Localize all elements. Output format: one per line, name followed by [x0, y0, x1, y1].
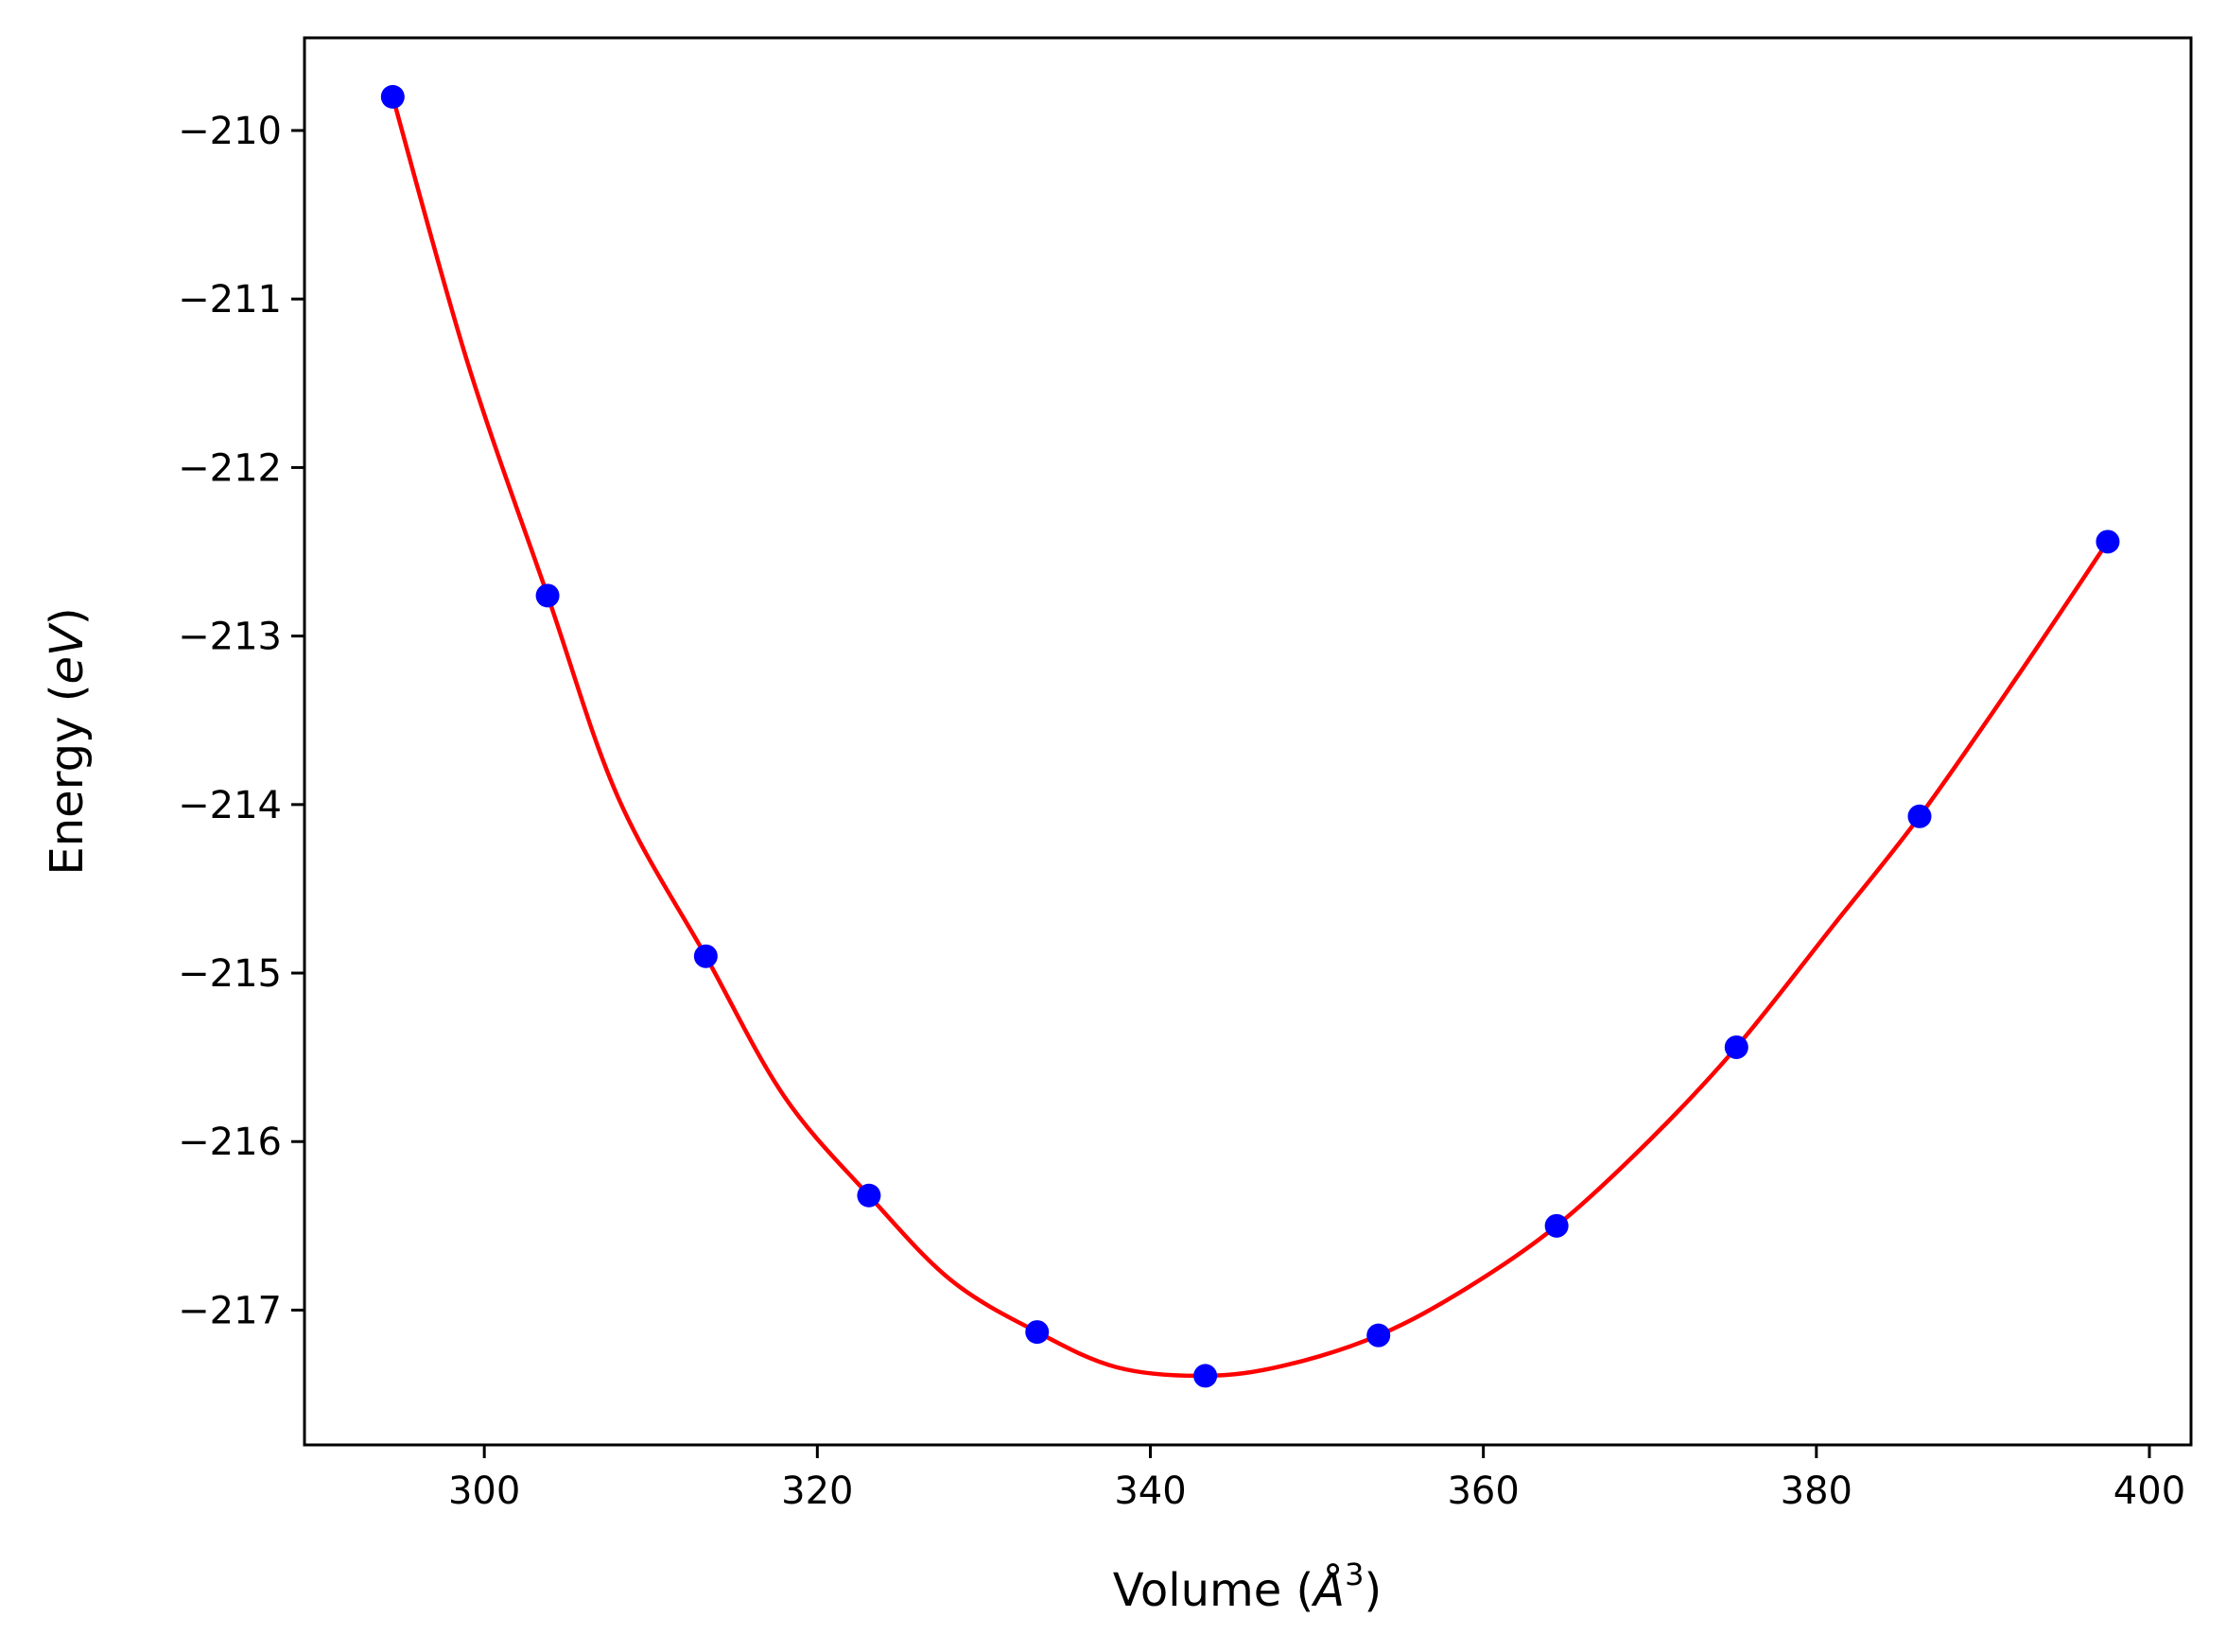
y-axis-label: Energy (eV)	[41, 607, 94, 875]
x-tick-label: 320	[781, 1469, 853, 1513]
data-point	[857, 1183, 881, 1208]
y-tick-label: −214	[178, 784, 282, 827]
data-point	[1025, 1320, 1050, 1345]
data-points-layer	[380, 84, 2120, 1388]
data-point	[1366, 1323, 1391, 1348]
data-point	[2096, 530, 2120, 554]
data-point	[1193, 1364, 1218, 1388]
y-axis-label-text: Energy (	[41, 685, 94, 876]
x-tick-label: 360	[1447, 1469, 1519, 1513]
y-tick-label: −217	[178, 1289, 282, 1332]
fit-curve	[391, 96, 2110, 1379]
y-tick-label: −215	[178, 952, 282, 996]
y-tick-label: −212	[178, 446, 282, 490]
data-point	[380, 84, 405, 109]
plot-frame	[303, 36, 2193, 1447]
x-axis-label-text: Volume (	[1113, 1564, 1314, 1617]
y-tick-label: −216	[178, 1121, 282, 1164]
y-tick-label: −210	[178, 110, 282, 153]
data-point	[1724, 1035, 1748, 1059]
x-axis-label: Volume (Å3)	[1113, 1556, 1382, 1617]
y-axis-ticks: −210 −211 −212 −213 −214 −215 −216 −217	[178, 110, 304, 1332]
x-axis-label-close: )	[1364, 1564, 1382, 1617]
x-tick-label: 300	[448, 1469, 520, 1513]
y-tick-label: −211	[178, 278, 282, 322]
x-axis-ticks: 300 320 340 360 380 400	[448, 1445, 2185, 1513]
y-axis-unit: eV	[41, 622, 94, 685]
data-point	[535, 583, 560, 608]
x-axis-unit-exponent: 3	[1345, 1556, 1364, 1592]
data-point	[693, 944, 718, 968]
y-axis-label-close: )	[41, 607, 94, 625]
fit-curve-layer	[391, 96, 2110, 1379]
x-axis-unit: Å	[1311, 1563, 1345, 1617]
x-tick-label: 400	[2113, 1469, 2185, 1513]
x-tick-label: 340	[1114, 1469, 1186, 1513]
data-point	[1544, 1213, 1569, 1238]
x-tick-label: 380	[1781, 1469, 1852, 1513]
data-point	[1907, 804, 1932, 828]
y-tick-label: −213	[178, 616, 282, 659]
